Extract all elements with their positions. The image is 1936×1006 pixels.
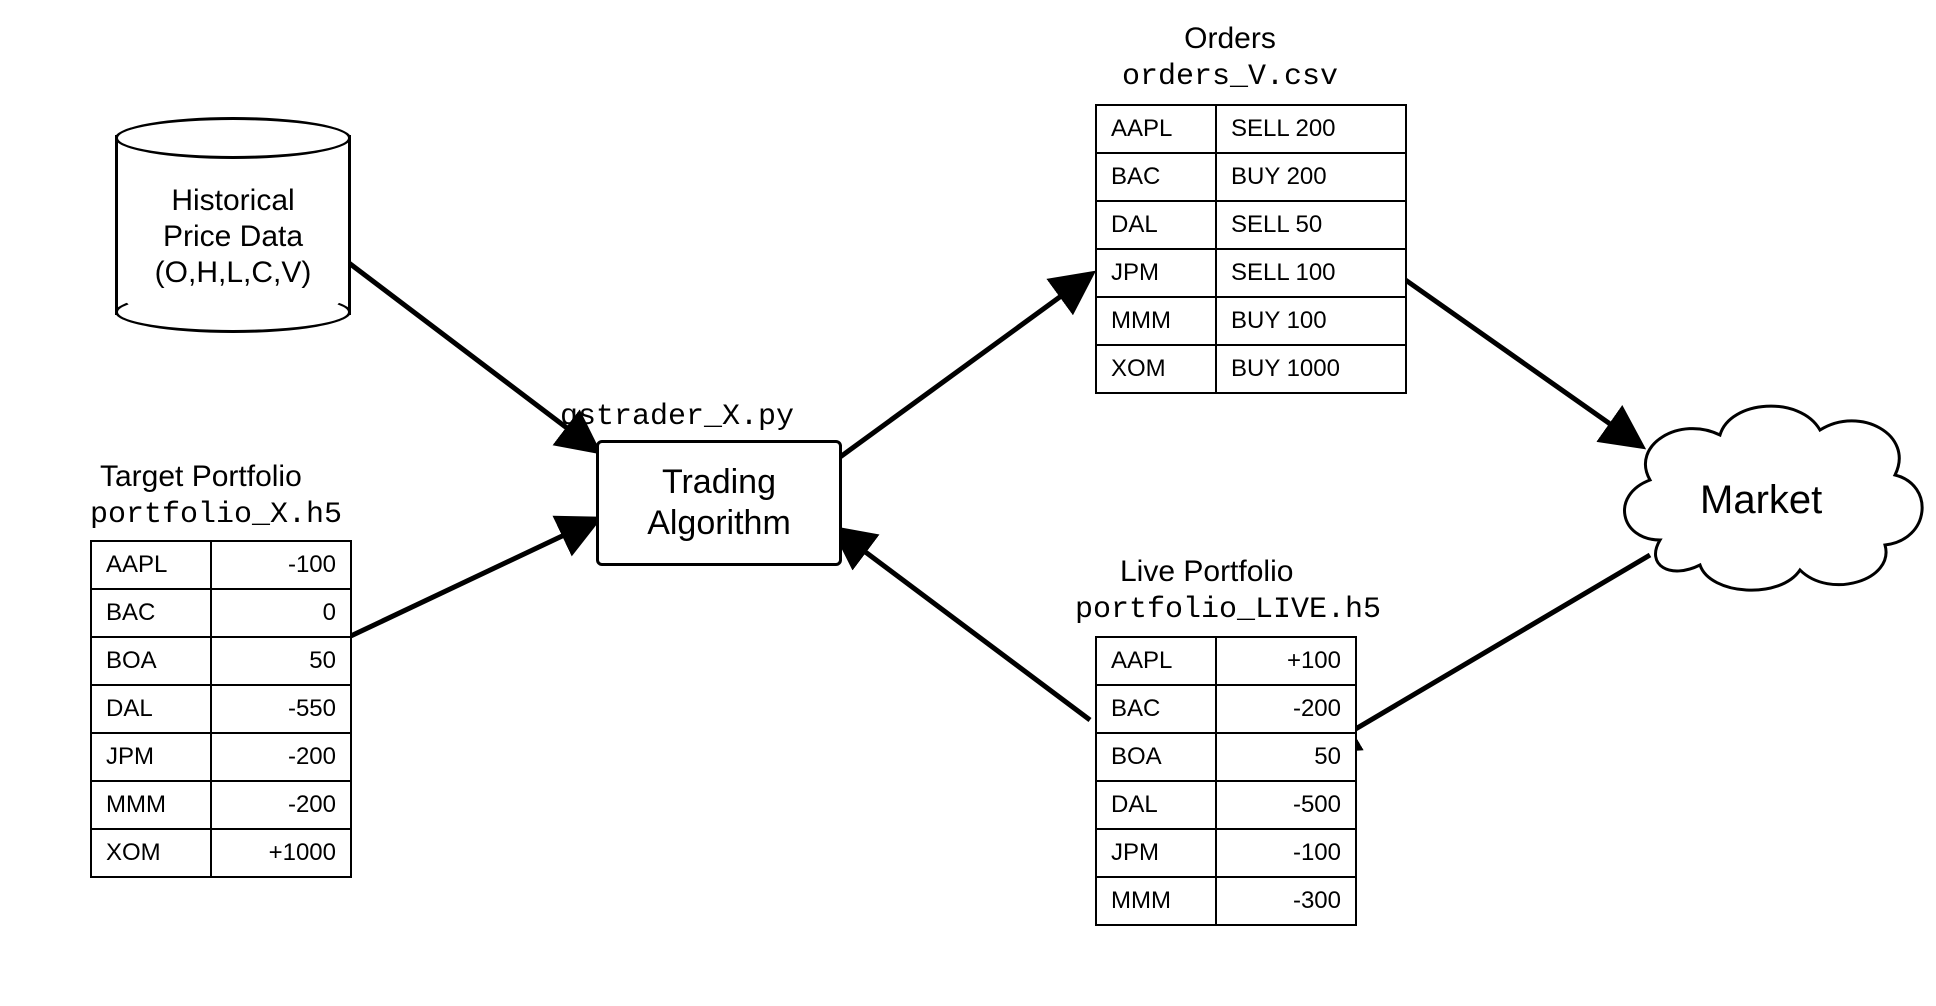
cell-symbol: JPM bbox=[1096, 249, 1216, 297]
cell-symbol: JPM bbox=[91, 733, 211, 781]
table-row: MMM-300 bbox=[1096, 877, 1356, 925]
table-row: AAPL+100 bbox=[1096, 637, 1356, 685]
orders-title: Orders bbox=[1130, 22, 1330, 56]
algo-file-label: qstrader_X.py bbox=[560, 400, 794, 434]
cell-symbol: BOA bbox=[1096, 733, 1216, 781]
algo-line2: Algorithm bbox=[647, 503, 791, 544]
table-row: JPM-100 bbox=[1096, 829, 1356, 877]
cell-action: BUY 100 bbox=[1216, 297, 1406, 345]
table-row: XOMBUY 1000 bbox=[1096, 345, 1406, 393]
cell-symbol: DAL bbox=[1096, 201, 1216, 249]
historical-line3: (O,H,L,C,V) bbox=[118, 255, 348, 291]
cell-action: SELL 100 bbox=[1216, 249, 1406, 297]
flow-arrow bbox=[1370, 255, 1640, 445]
historical-line2: Price Data bbox=[118, 219, 348, 255]
table-row: BOA50 bbox=[1096, 733, 1356, 781]
cell-value: +100 bbox=[1216, 637, 1356, 685]
cell-action: SELL 200 bbox=[1216, 105, 1406, 153]
historical-line1: Historical bbox=[118, 183, 348, 219]
cell-symbol: MMM bbox=[1096, 297, 1216, 345]
cell-symbol: DAL bbox=[1096, 781, 1216, 829]
cell-symbol: BOA bbox=[91, 637, 211, 685]
table-row: BACBUY 200 bbox=[1096, 153, 1406, 201]
target-portfolio-file: portfolio_X.h5 bbox=[90, 498, 342, 532]
flow-arrow bbox=[836, 275, 1090, 460]
flow-arrow bbox=[345, 260, 596, 450]
live-portfolio-table: AAPL+100BAC-200BOA50DAL-500JPM-100MMM-30… bbox=[1095, 636, 1357, 926]
cell-symbol: AAPL bbox=[91, 541, 211, 589]
cell-symbol: JPM bbox=[1096, 829, 1216, 877]
cell-symbol: XOM bbox=[91, 829, 211, 877]
cell-value: +1000 bbox=[211, 829, 351, 877]
orders-file: orders_V.csv bbox=[1095, 60, 1365, 94]
historical-data-cylinder: Historical Price Data (O,H,L,C,V) bbox=[115, 135, 351, 315]
table-row: AAPL-100 bbox=[91, 541, 351, 589]
live-portfolio-file: portfolio_LIVE.h5 bbox=[1075, 593, 1381, 627]
cell-symbol: MMM bbox=[1096, 877, 1216, 925]
cell-value: -500 bbox=[1216, 781, 1356, 829]
cell-value: 0 bbox=[211, 589, 351, 637]
trading-algorithm-box: Trading Algorithm bbox=[596, 440, 842, 566]
flow-arrow bbox=[836, 530, 1090, 720]
table-row: MMMBUY 100 bbox=[1096, 297, 1406, 345]
orders-table: AAPLSELL 200BACBUY 200DALSELL 50JPMSELL … bbox=[1095, 104, 1407, 394]
cell-symbol: MMM bbox=[91, 781, 211, 829]
live-portfolio-title: Live Portfolio bbox=[1120, 555, 1293, 589]
cell-value: -550 bbox=[211, 685, 351, 733]
cell-value: -200 bbox=[211, 781, 351, 829]
table-row: DAL-500 bbox=[1096, 781, 1356, 829]
cell-value: 50 bbox=[1216, 733, 1356, 781]
cell-symbol: AAPL bbox=[1096, 637, 1216, 685]
cell-action: SELL 50 bbox=[1216, 201, 1406, 249]
cell-value: -100 bbox=[1216, 829, 1356, 877]
table-row: JPM-200 bbox=[91, 733, 351, 781]
algo-line1: Trading bbox=[647, 462, 791, 503]
target-portfolio-title: Target Portfolio bbox=[100, 460, 302, 494]
cell-action: BUY 200 bbox=[1216, 153, 1406, 201]
flow-arrow bbox=[1320, 555, 1650, 750]
table-row: BAC-200 bbox=[1096, 685, 1356, 733]
cell-symbol: BAC bbox=[1096, 153, 1216, 201]
cell-value: 50 bbox=[211, 637, 351, 685]
cell-value: -200 bbox=[1216, 685, 1356, 733]
cell-symbol: AAPL bbox=[1096, 105, 1216, 153]
market-label: Market bbox=[1700, 478, 1822, 523]
table-row: DALSELL 50 bbox=[1096, 201, 1406, 249]
cell-value: -100 bbox=[211, 541, 351, 589]
cell-symbol: XOM bbox=[1096, 345, 1216, 393]
cell-symbol: BAC bbox=[1096, 685, 1216, 733]
cell-value: -200 bbox=[211, 733, 351, 781]
table-row: XOM+1000 bbox=[91, 829, 351, 877]
table-row: BOA50 bbox=[91, 637, 351, 685]
table-row: BAC0 bbox=[91, 589, 351, 637]
cell-symbol: DAL bbox=[91, 685, 211, 733]
diagram-stage: Historical Price Data (O,H,L,C,V) qstrad… bbox=[0, 0, 1936, 1006]
table-row: JPMSELL 100 bbox=[1096, 249, 1406, 297]
table-row: MMM-200 bbox=[91, 781, 351, 829]
table-row: AAPLSELL 200 bbox=[1096, 105, 1406, 153]
table-row: DAL-550 bbox=[91, 685, 351, 733]
cell-symbol: BAC bbox=[91, 589, 211, 637]
cell-value: -300 bbox=[1216, 877, 1356, 925]
target-portfolio-table: AAPL-100BAC0BOA50DAL-550JPM-200MMM-200XO… bbox=[90, 540, 352, 878]
cell-action: BUY 1000 bbox=[1216, 345, 1406, 393]
